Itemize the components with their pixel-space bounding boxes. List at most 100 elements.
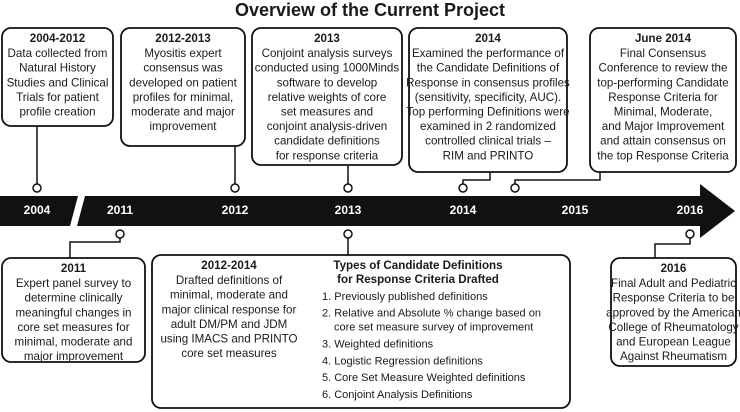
event-text: (sensitivity, specificity, AUC). [415, 91, 561, 104]
event-text: Response Criteria for [608, 91, 718, 104]
event-text: for response criteria [276, 149, 379, 162]
event-text: Final Consensus [620, 47, 707, 60]
connector [514, 172, 601, 186]
event-text: set measures and [281, 105, 373, 118]
types-heading: for Response Criteria Drafted [337, 273, 499, 286]
types-heading: Types of Candidate Definitions [333, 259, 502, 272]
year-label: 2016 [677, 203, 704, 217]
event-text: minimal, moderate and [170, 289, 288, 302]
event-text: Final Adult and Pediatric [611, 277, 736, 290]
connector [654, 236, 691, 258]
event-text: core set measures [181, 347, 277, 360]
event-text: Examined the performance of [412, 47, 565, 60]
year-label: 2012 [222, 203, 249, 217]
event-text: core set measures for [17, 321, 129, 334]
event-text: controlled clinical trials – [425, 135, 551, 148]
event-text: Trials for patient [16, 91, 99, 104]
year-label: 2011 [107, 203, 133, 217]
event-box [589, 27, 737, 173]
event-text: College of Rheumatology [608, 321, 738, 334]
event-text: Data collected from [8, 47, 108, 60]
timeline-arrow [0, 184, 735, 238]
event-text: adult DM/PM and JDM [171, 318, 288, 331]
event-heading: 2011 [61, 262, 87, 275]
types-item: 4. Logistic Regression definitions [322, 355, 483, 367]
types-item: 5. Core Set Measure Weighted definitions [322, 372, 526, 384]
event-text: Response Criteria to be [613, 292, 735, 305]
event-text: developed on patient [129, 76, 237, 89]
event-text: profile creation [19, 105, 95, 118]
event-text: approved by the American [606, 306, 740, 319]
connector [462, 172, 491, 186]
event-heading: 2013 [314, 32, 340, 45]
event-text: Studies and Clinical [7, 76, 109, 89]
event-text: the top Response Criteria [597, 149, 729, 162]
connector [69, 236, 121, 258]
event-text: Conjoint analysis surveys [262, 47, 393, 60]
dot [343, 229, 353, 239]
event-text: conjoint analysis-driven [267, 120, 388, 133]
event-text: determine clinically [25, 292, 123, 305]
event-text: Natural History [19, 62, 96, 75]
event-text: moderate and major [131, 105, 235, 118]
event-text: Expert panel survey to [16, 277, 131, 290]
event-text: candidate definitions [274, 135, 380, 148]
event-heading: 2014 [475, 32, 501, 45]
types-item: core set measure survey of improvement [334, 322, 533, 334]
dot [458, 183, 468, 193]
event-text: examined in 2 randomized [420, 120, 556, 133]
year-label: 2013 [335, 203, 362, 217]
event-text: major improvement [24, 350, 124, 363]
types-item: 3. Weighted definitions [322, 339, 434, 351]
event-text: Against Rheumatism [620, 350, 727, 363]
event-text: RIM and PRINTO [443, 149, 534, 162]
event-heading: 2012-2013 [155, 32, 211, 45]
dot [115, 229, 125, 239]
event-text: improvement [149, 120, 217, 133]
dot [343, 183, 353, 193]
event-text: Top performing Definitions were [406, 105, 569, 118]
event-box [251, 27, 403, 166]
event-text: consensus was [143, 62, 222, 75]
event-box [1, 257, 146, 363]
dot [685, 229, 695, 239]
dot [510, 183, 520, 193]
event-text: and European League [616, 335, 731, 348]
event-text: using IMACS and PRINTO [160, 332, 297, 345]
event-text: Drafted definitions of [176, 274, 283, 287]
event-text: relative weights of core [268, 91, 387, 104]
event-text: top-performing Candidate [597, 76, 728, 89]
event-heading: 2004-2012 [30, 32, 85, 45]
event-text: major clinical response for [162, 303, 297, 316]
event-text: Conference to review the [599, 62, 728, 75]
connectors [36, 126, 691, 258]
types-item: 1. Previously published definitions [322, 291, 488, 303]
event-box [1, 27, 114, 127]
event-heading: 2016 [661, 262, 687, 275]
event-text: software to develop [277, 76, 378, 89]
event-heading: 2012-2014 [201, 259, 257, 272]
timeline-break [70, 196, 85, 226]
event-box [610, 257, 737, 367]
types-item: 2. Relative and Absolute % change based … [322, 308, 541, 320]
dot [32, 183, 42, 193]
dot [230, 183, 240, 193]
event-box [120, 27, 246, 147]
event-text: Minimal, Moderate, [614, 105, 713, 118]
year-label: 2015 [562, 203, 589, 217]
connector-dots [32, 183, 695, 239]
title: Overview of the Current Project [235, 0, 505, 20]
year-label: 2004 [24, 203, 51, 217]
event-text: Myositis expert [144, 47, 222, 60]
event-box [408, 27, 568, 173]
event-text: and attain consensus on [600, 135, 726, 148]
event-text: the Candidate Definitions of [417, 62, 560, 75]
types-item: 6. Conjoint Analysis Definitions [322, 389, 473, 401]
event-text: profiles for minimal, [133, 91, 234, 104]
event-heading: June 2014 [635, 32, 692, 45]
event-text: Response in consensus profiles [406, 76, 570, 89]
event-text: conducted using 1000Minds [255, 62, 400, 75]
event-box [151, 254, 571, 409]
event-text: and Major Improvement [602, 120, 725, 133]
